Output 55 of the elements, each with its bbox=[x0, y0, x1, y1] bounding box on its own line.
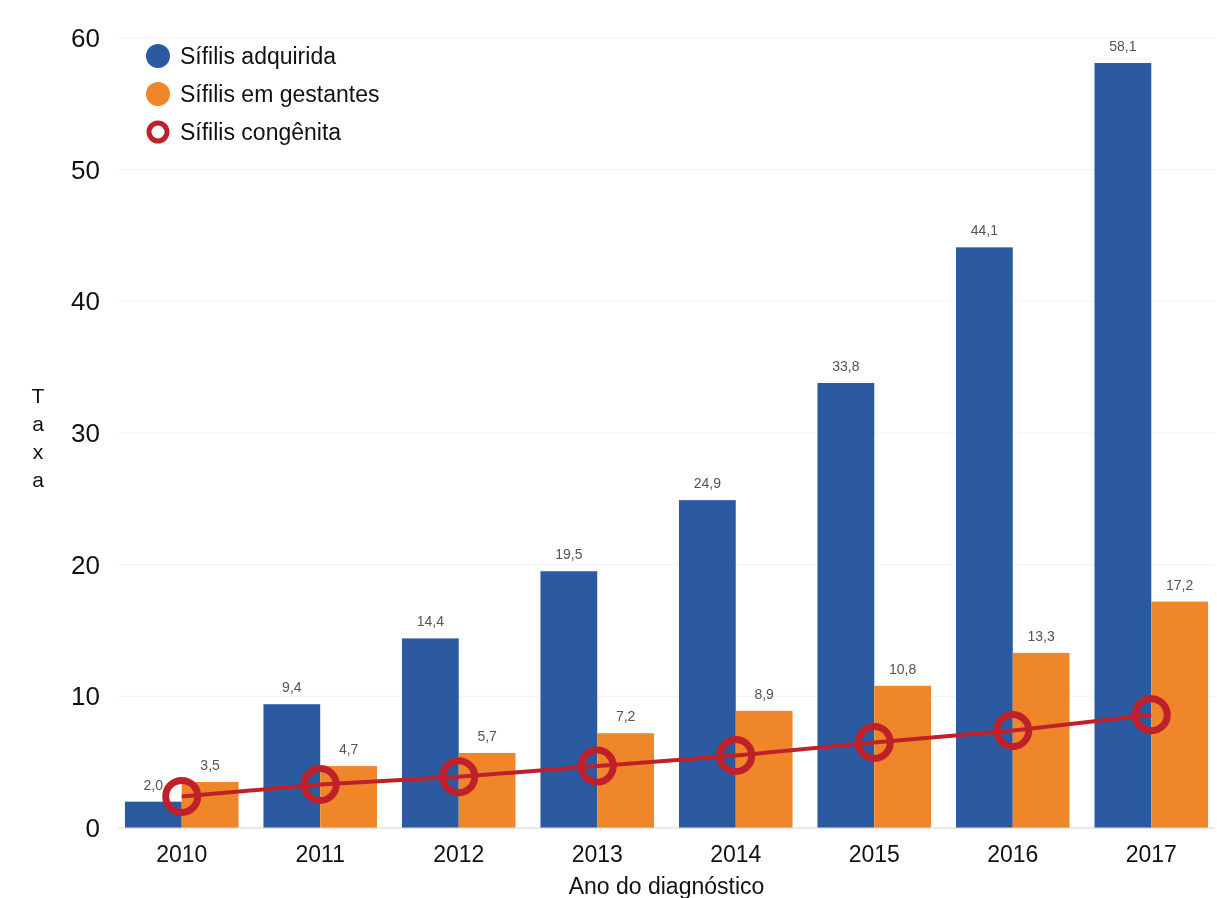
point bbox=[854, 722, 894, 762]
data-label: 17,2 bbox=[1166, 576, 1194, 593]
data-label: 44,1 bbox=[970, 222, 999, 239]
x-tick-label: 2011 bbox=[295, 841, 345, 867]
x-tick-label: 2012 bbox=[433, 841, 485, 867]
data-label: 5,7 bbox=[477, 727, 498, 744]
x-tick-label: 2017 bbox=[1125, 841, 1177, 867]
x-tick-label: 2016 bbox=[987, 841, 1039, 867]
bar bbox=[540, 571, 598, 828]
data-label: 9,4 bbox=[282, 679, 302, 696]
bar bbox=[1151, 601, 1209, 828]
legend-label: Sífilis adquirida bbox=[180, 43, 337, 70]
y-tick-label: 50 bbox=[71, 154, 100, 185]
data-label: 58,1 bbox=[1109, 38, 1137, 55]
x-tick-label: 2013 bbox=[571, 841, 623, 867]
data-label: 13,3 bbox=[1027, 627, 1056, 644]
bar bbox=[735, 710, 793, 828]
y-tick-label: 40 bbox=[71, 286, 100, 317]
bar bbox=[817, 382, 875, 828]
y-tick-label: 0 bbox=[85, 813, 100, 844]
y-tick-label: 30 bbox=[71, 418, 100, 449]
data-label: 7,2 bbox=[615, 708, 636, 725]
legend-label: Sífilis congênita bbox=[180, 119, 342, 146]
data-label: 14,4 bbox=[416, 613, 445, 630]
y-tick-label: 10 bbox=[71, 681, 100, 712]
y-axis-title: Taxa bbox=[31, 384, 45, 491]
x-tick-label: 2015 bbox=[848, 841, 900, 867]
x-axis-title: Ano do diagnóstico bbox=[568, 873, 765, 898]
point bbox=[1131, 695, 1171, 735]
legend-label: Sífilis em gestantes bbox=[180, 81, 380, 108]
data-label: 33,8 bbox=[832, 357, 860, 374]
bar bbox=[401, 638, 459, 828]
bar bbox=[678, 500, 736, 828]
point bbox=[577, 746, 617, 786]
bar bbox=[1012, 652, 1070, 828]
point bbox=[162, 776, 202, 816]
x-tick-label: 2010 bbox=[156, 841, 208, 867]
data-label: 3,5 bbox=[200, 756, 221, 773]
data-label: 19,5 bbox=[555, 546, 583, 563]
bar bbox=[955, 247, 1013, 828]
data-label: 8,9 bbox=[754, 685, 775, 702]
point bbox=[439, 757, 479, 797]
bar bbox=[263, 704, 321, 828]
point bbox=[993, 711, 1033, 751]
bar bbox=[1094, 63, 1152, 828]
data-label: 2,0 bbox=[143, 776, 164, 793]
data-label: 4,7 bbox=[338, 741, 359, 758]
y-tick-label: 60 bbox=[71, 23, 100, 54]
point bbox=[300, 765, 340, 805]
bar bbox=[874, 685, 932, 828]
y-tick-label: 20 bbox=[71, 549, 100, 580]
data-label: 10,8 bbox=[889, 660, 917, 677]
x-tick-label: 2014 bbox=[710, 841, 762, 867]
data-label: 24,9 bbox=[693, 475, 722, 492]
point bbox=[716, 736, 756, 776]
